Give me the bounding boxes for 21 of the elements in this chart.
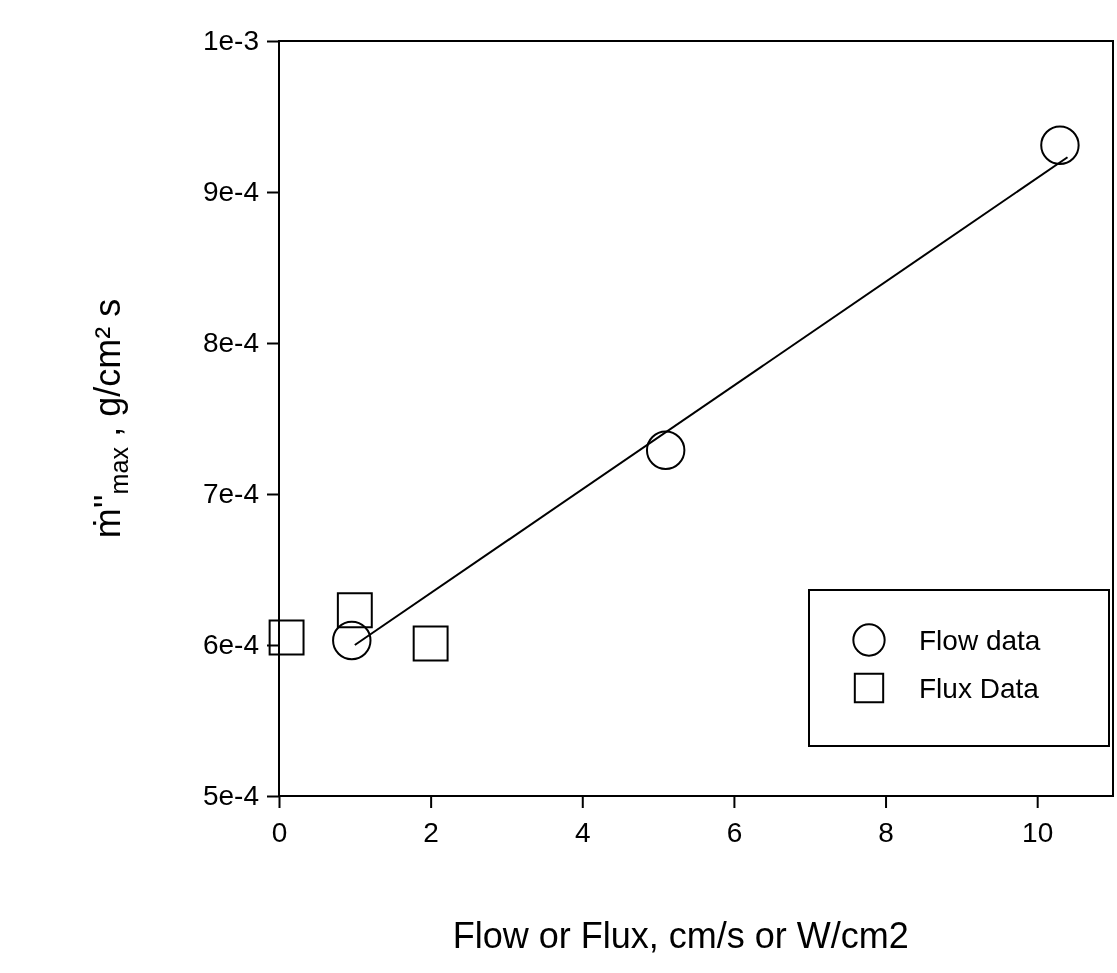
x-axis-title: Flow or Flux, cm/s or W/cm2: [452, 915, 909, 956]
x-tick-label: 0: [271, 816, 288, 848]
x-tick-label: 2: [423, 816, 439, 848]
point: [268, 619, 305, 656]
legend-label: Flux Data: [919, 673, 1040, 704]
point: [1040, 125, 1080, 165]
point: [332, 620, 372, 661]
y-tick-label: 9e-4: [202, 176, 259, 208]
x-tick-label: 8: [878, 816, 894, 848]
y-tick-label: 8e-4: [202, 327, 259, 359]
x-tick-label: 6: [726, 816, 743, 848]
point: [645, 430, 686, 470]
point: [336, 592, 373, 629]
y-tick-label: 5e-4: [202, 780, 259, 812]
y-tick-label: 6e-4: [202, 629, 259, 661]
x-tick-label: 10: [1022, 816, 1054, 848]
y-tick-label: 1e-3: [202, 25, 259, 57]
x-tick-label: 4: [574, 816, 591, 848]
legend-label: Flow data: [919, 625, 1041, 656]
point: [412, 625, 449, 662]
y-tick-label: 7e-4: [202, 478, 259, 510]
